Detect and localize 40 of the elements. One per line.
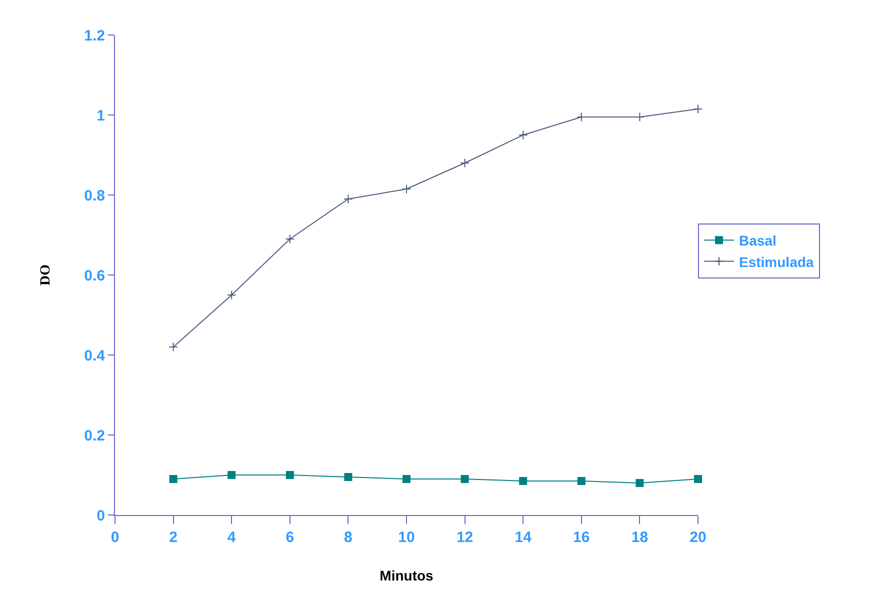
legend-label: Basal	[739, 232, 776, 249]
point	[169, 475, 178, 483]
x-tick-label: 0	[110, 529, 120, 546]
point	[577, 477, 586, 485]
point	[228, 471, 236, 479]
y-tick-label: 0.8	[84, 187, 105, 204]
point	[519, 477, 528, 485]
x-tick-label: 4	[227, 529, 236, 546]
point	[344, 473, 352, 481]
x-tick-label: 8	[344, 529, 352, 546]
x-tick-label: 10	[398, 529, 415, 546]
point	[168, 342, 178, 352]
point	[285, 234, 295, 244]
y-tick-label: 1	[96, 107, 105, 124]
x-tick-label: 16	[573, 529, 590, 546]
x-tick-label: 12	[456, 529, 474, 546]
legend-label: Estimulada	[739, 254, 814, 270]
y-tick-label: 1.2	[84, 27, 105, 44]
point	[344, 194, 353, 204]
point	[460, 475, 469, 483]
point	[402, 475, 410, 483]
point	[518, 130, 528, 140]
point	[636, 479, 644, 487]
x-tick-label: 6	[286, 529, 294, 546]
point	[694, 475, 702, 483]
y-tick-label: 0	[96, 507, 105, 524]
y-tick-label: 0.2	[84, 427, 105, 444]
point	[226, 290, 236, 300]
x-tick-label: 14	[514, 529, 532, 546]
x-tick-label: 20	[690, 529, 706, 546]
y-tick-label: 0.6	[84, 267, 105, 284]
point	[286, 471, 294, 479]
y-axis-title: DO	[38, 264, 54, 286]
y-tick-label: 0.4	[84, 347, 106, 364]
point	[402, 184, 412, 194]
point	[693, 104, 703, 114]
point	[460, 158, 470, 168]
x-axis-title: Minutos	[380, 567, 434, 584]
x-tick-label: 18	[631, 529, 648, 546]
x-tick-label: 2	[169, 529, 178, 546]
